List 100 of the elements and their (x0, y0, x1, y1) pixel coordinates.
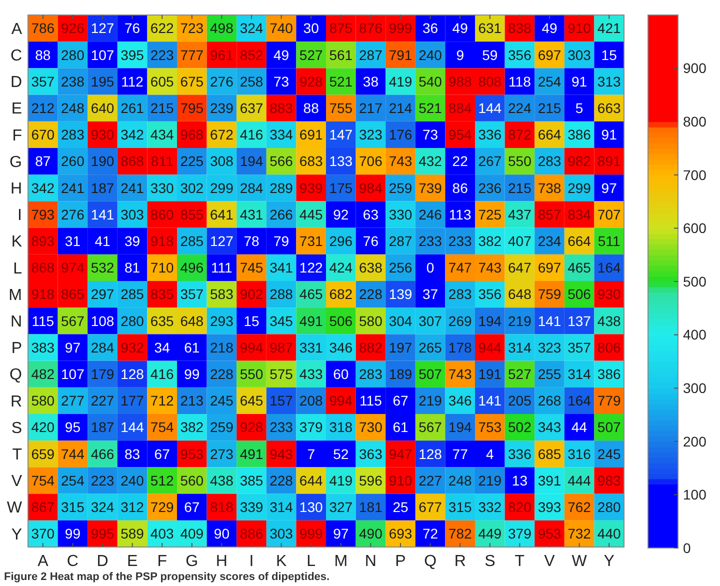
data-label: 865 (61, 286, 85, 302)
data-label: 465 (299, 286, 323, 302)
data-label: 730 (359, 419, 383, 436)
data-label: 928 (240, 419, 264, 436)
data-label: 219 (508, 312, 532, 329)
data-label: 755 (329, 100, 353, 116)
data-label: 580 (31, 392, 55, 409)
data-label: 276 (61, 206, 85, 222)
data-label: 507 (597, 419, 621, 436)
x-tick-label: H (216, 553, 228, 570)
data-label: 215 (508, 180, 532, 196)
x-tick-label: A (38, 553, 49, 570)
data-label: 268 (538, 392, 562, 409)
data-label: 550 (508, 153, 532, 170)
data-label: 932 (120, 339, 144, 356)
data-label: 228 (210, 366, 234, 382)
data-label: 744 (61, 446, 85, 462)
data-label: 141 (538, 312, 562, 329)
data-label: 107 (90, 46, 114, 63)
data-label: 336 (508, 446, 532, 462)
data-label: 217 (359, 100, 383, 116)
data-label: 147 (329, 126, 353, 143)
data-label: 223 (150, 46, 174, 63)
data-label: 332 (478, 499, 502, 515)
data-label: 729 (150, 499, 174, 515)
y-tick-label: E (11, 100, 22, 118)
data-label: 296 (329, 233, 353, 249)
data-label: 465 (568, 260, 592, 276)
data-label: 234 (538, 233, 562, 249)
data-label: 868 (120, 153, 144, 170)
data-label: 834 (568, 206, 592, 222)
data-label: 994 (240, 339, 264, 356)
data-label: 239 (210, 100, 234, 116)
x-tick-label: E (126, 553, 138, 570)
data-label: 739 (418, 180, 442, 196)
data-label: 312 (120, 499, 144, 515)
data-label: 287 (388, 233, 412, 249)
data-label: 343 (538, 419, 562, 436)
data-label: 81 (124, 260, 140, 276)
data-label: 731 (299, 233, 323, 249)
data-label: 982 (568, 153, 592, 170)
data-label: 67 (154, 446, 170, 462)
data-label: 108 (90, 312, 114, 329)
data-label: 130 (299, 499, 323, 515)
color-bar-label: 200 (683, 433, 707, 450)
data-label: 875 (329, 20, 353, 36)
data-label: 91 (601, 126, 618, 143)
data-label: 236 (478, 180, 502, 196)
data-label: 240 (120, 472, 144, 488)
data-label: 284 (90, 339, 114, 356)
data-label: 266 (270, 206, 294, 222)
data-label: 860 (150, 206, 174, 222)
data-label: 285 (120, 286, 144, 302)
data-label: 219 (478, 472, 502, 488)
data-label: 248 (448, 472, 472, 488)
data-label: 315 (448, 499, 472, 515)
data-label: 73 (274, 73, 290, 90)
data-label: 280 (597, 499, 621, 515)
data-label: 92 (333, 206, 349, 222)
data-label: 181 (359, 499, 383, 515)
data-label: 762 (568, 499, 592, 515)
data-label: 86 (452, 180, 468, 196)
data-label: 7 (307, 446, 316, 462)
data-label: 974 (61, 260, 85, 276)
data-label: 370 (31, 526, 55, 542)
x-tick-label: L (306, 553, 316, 570)
data-label: 440 (597, 526, 621, 542)
data-label: 434 (150, 126, 174, 143)
data-label: 297 (90, 286, 114, 302)
data-label: 645 (240, 392, 264, 409)
data-label: 560 (180, 472, 204, 488)
data-label: 128 (120, 366, 144, 382)
data-label: 223 (90, 472, 114, 488)
data-label: 677 (418, 499, 442, 515)
data-label: 212 (31, 100, 55, 116)
data-label: 164 (568, 392, 592, 409)
data-label: 255 (538, 366, 562, 382)
data-label: 710 (150, 260, 174, 276)
data-label: 97 (601, 180, 618, 196)
data-label: 511 (598, 233, 620, 249)
y-tick-label: L (13, 260, 22, 278)
data-label: 227 (418, 472, 442, 488)
data-label: 583 (210, 286, 234, 302)
data-label: 241 (61, 180, 85, 196)
data-label: 225 (180, 153, 204, 170)
data-label: 0 (426, 260, 434, 276)
data-label: 575 (270, 366, 294, 382)
data-label: 995 (90, 526, 114, 542)
x-tick-label: G (186, 553, 198, 570)
data-label: 308 (210, 153, 234, 170)
data-label: 838 (508, 20, 532, 36)
data-label: 307 (418, 312, 442, 329)
data-label: 178 (448, 339, 472, 356)
data-label: 39 (124, 233, 140, 249)
data-label: 521 (329, 73, 353, 90)
color-bar-label: 0 (683, 540, 691, 556)
data-label: 245 (210, 392, 234, 409)
data-label: 791 (388, 46, 412, 63)
data-label: 293 (210, 312, 234, 329)
data-label: 420 (31, 419, 55, 436)
